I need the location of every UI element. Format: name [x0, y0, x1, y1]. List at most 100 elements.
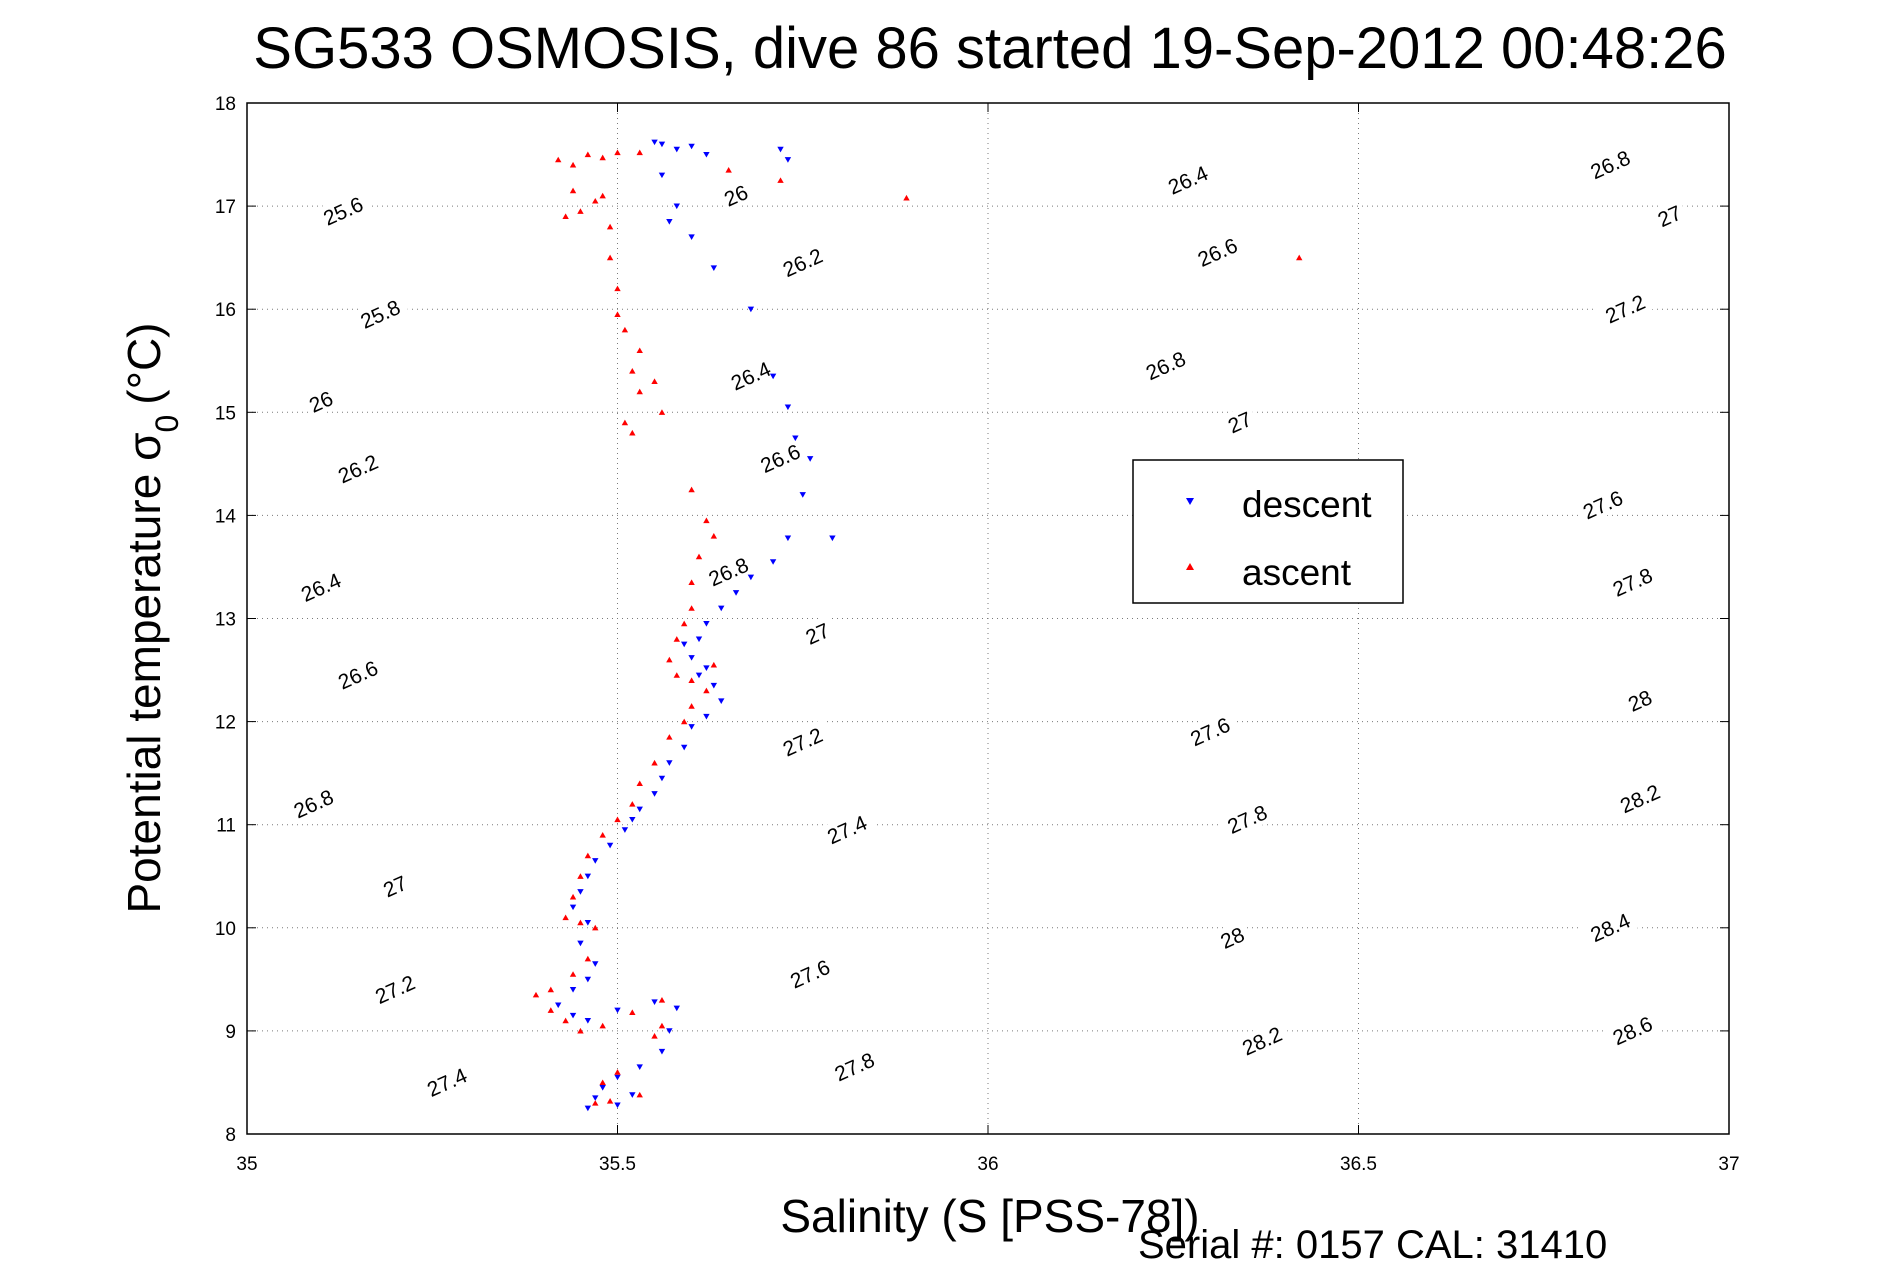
descent-data-point — [688, 143, 695, 150]
contour-label-background — [1649, 198, 1689, 233]
legend-marker-ascent — [1186, 563, 1194, 570]
descent-data-point — [703, 713, 710, 720]
legend-label-descent: descent — [1242, 484, 1372, 525]
contour-label: 27.8 — [1217, 796, 1277, 841]
ascent-data-point — [569, 971, 577, 977]
descent-data-point — [799, 492, 806, 498]
descent-data-point — [592, 858, 599, 864]
contour-label-background — [1602, 559, 1662, 604]
contour-label-background — [1602, 1008, 1662, 1052]
descent-data-point — [614, 1102, 621, 1109]
legend-marker-descent — [1186, 498, 1194, 505]
descent-data-point — [688, 724, 695, 730]
contour-label-background — [283, 781, 343, 826]
descent-data-point — [703, 621, 710, 627]
ascent-data-point — [599, 832, 606, 838]
ascent-data-point — [703, 687, 710, 694]
contour-label-background — [291, 564, 351, 609]
ascent-data-point — [547, 1007, 555, 1013]
ascent-data-point — [658, 409, 666, 415]
descent-data-point — [651, 999, 658, 1006]
ascent-data-point — [592, 1100, 599, 1106]
ascent-data-point — [688, 703, 695, 709]
contour-label-background — [817, 807, 877, 851]
ascent-data-point — [562, 1017, 569, 1024]
ascent-data-point — [688, 579, 695, 586]
descent-data-point — [688, 234, 695, 241]
ascent-data-point — [651, 1033, 658, 1039]
contour-label-background — [698, 549, 758, 594]
descent-data-point — [777, 146, 784, 153]
x-tick-label: 35.5 — [599, 1154, 636, 1175]
grid-lines — [247, 103, 1729, 1134]
contour-label-background — [313, 188, 373, 233]
y-axis-label-main: Potential temperature σ — [118, 433, 170, 914]
ascent-data-point — [599, 192, 606, 199]
ascent-data-point — [636, 388, 643, 395]
y-tick-label: 9 — [225, 1022, 236, 1043]
descent-data-point — [629, 816, 636, 823]
descent-data-point — [569, 987, 577, 993]
ascent-data-point — [666, 656, 673, 663]
descent-data-point — [673, 146, 680, 153]
ascent-data-point — [599, 154, 606, 161]
contour-label-background — [1187, 229, 1247, 274]
ascent-data-point — [614, 1069, 621, 1075]
ascent-data-point — [577, 208, 584, 214]
ascent-data-point — [903, 194, 910, 201]
ascent-data-point — [725, 167, 732, 173]
descent-data-point — [658, 141, 666, 148]
ascent-data-point — [532, 991, 540, 998]
contour-label-background — [1212, 919, 1252, 955]
contour-label-background — [328, 652, 388, 697]
x-tick-label: 36 — [977, 1154, 998, 1175]
ascent-data-point — [562, 914, 569, 921]
descent-data-point — [673, 1005, 680, 1012]
descent-data-point — [718, 698, 725, 704]
descent-data-point — [710, 682, 718, 689]
chart-title: SG533 OSMOSIS, dive 86 started 19-Sep-20… — [253, 16, 1726, 81]
y-tick-label: 12 — [215, 713, 236, 734]
ascent-data-point — [680, 718, 688, 725]
descent-data-point — [599, 1085, 606, 1091]
ascent-data-point — [710, 533, 718, 539]
descent-data-point — [769, 373, 777, 380]
ascent-data-point — [695, 553, 703, 560]
ascent-data-point — [651, 378, 658, 384]
contour-label-background — [1135, 343, 1195, 387]
ascent-data-point — [555, 156, 562, 163]
contour-label-background — [750, 435, 810, 480]
descent-data-point — [695, 636, 703, 643]
contour-label: 26 — [716, 177, 756, 213]
ascent-data-point — [636, 1091, 643, 1098]
contour-label-background — [1595, 286, 1655, 331]
ascent-data-point — [606, 1098, 614, 1104]
ascent-data-point — [569, 187, 577, 194]
ascent-data-point — [673, 672, 680, 678]
descent-data-point — [658, 775, 666, 782]
contour-label-background — [417, 1059, 477, 1104]
descent-data-point — [718, 605, 725, 612]
contour-label-background — [1180, 709, 1240, 753]
descent-data-point — [629, 1092, 636, 1098]
descent-data-point — [703, 665, 710, 671]
descent-data-point — [555, 1002, 562, 1009]
ascent-data-point — [569, 893, 577, 900]
x-axis-label: Salinity (S [PSS-78]) — [780, 1190, 1199, 1242]
descent-data-point — [614, 1074, 621, 1081]
y-axis-label-subscript: 0 — [149, 415, 185, 433]
contour-label-background — [720, 353, 781, 398]
y-tick-label: 11 — [216, 816, 236, 837]
x-tick-label: 35 — [236, 1154, 257, 1175]
series-ascent — [532, 149, 1303, 1106]
descent-data-point — [584, 976, 592, 983]
ascent-data-point — [636, 149, 643, 156]
series-descent — [555, 139, 836, 1112]
descent-data-point — [577, 889, 584, 895]
legend-label-ascent: ascent — [1242, 552, 1352, 593]
ascent-data-point — [629, 1009, 636, 1015]
ascent-data-point — [621, 419, 629, 426]
descent-data-point — [792, 435, 799, 442]
contour-label-background — [350, 291, 410, 336]
descent-data-point — [658, 1048, 666, 1055]
